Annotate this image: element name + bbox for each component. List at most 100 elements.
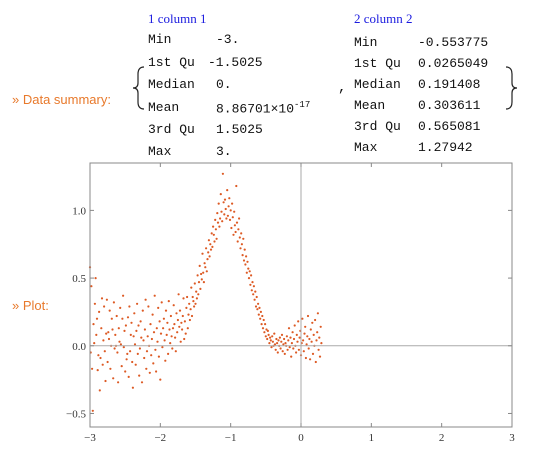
scatter-point: [212, 225, 215, 228]
scatter-point: [233, 210, 236, 213]
scatter-point: [101, 363, 104, 366]
scatter-point: [90, 285, 93, 288]
scatter-point: [280, 333, 284, 336]
scatter-point: [147, 305, 150, 308]
scatter-point: [246, 260, 249, 263]
scatter-point: [185, 306, 188, 309]
scatter-point: [159, 378, 162, 381]
scatter-point: [151, 313, 154, 316]
scatter-point: [116, 351, 119, 354]
scatter-point: [118, 340, 121, 343]
scatter-point: [258, 306, 261, 309]
scatter-point: [129, 350, 132, 353]
power-base: 10: [278, 101, 295, 117]
scatter-point: [228, 218, 232, 221]
scatter-point: [191, 295, 194, 299]
scatter-point: [194, 302, 197, 305]
scatter-point: [231, 216, 234, 219]
scatter-point: [222, 201, 225, 204]
stat-name: Max: [354, 140, 378, 155]
scatter-point: [276, 342, 279, 345]
scatter-point: [135, 329, 138, 332]
scatter-point: [93, 302, 96, 305]
scatter-point: [266, 329, 269, 332]
scatter-point: [287, 339, 290, 342]
scatter-point: [110, 317, 113, 320]
scatter-point: [141, 309, 144, 312]
scatter-point: [206, 258, 209, 261]
scatter-point: [238, 236, 241, 239]
scatter-point: [270, 346, 273, 349]
y-tick-label: 1.0: [72, 205, 86, 217]
scatter-point: [113, 347, 116, 350]
scatter-point: [273, 343, 277, 346]
scatter-point: [238, 217, 241, 220]
scatter-point: [205, 270, 208, 273]
scatter-point: [183, 320, 186, 323]
scatter-point: [171, 327, 175, 330]
scatter-point: [239, 247, 242, 250]
scatter-point: [308, 337, 311, 341]
scatter-point: [318, 336, 321, 339]
scatter-point: [221, 172, 224, 175]
scatter-point: [275, 337, 278, 341]
scatter-point: [290, 342, 293, 345]
scatter-point: [100, 327, 103, 330]
scatter-point: [103, 350, 106, 353]
scatter-point: [254, 305, 258, 308]
scatter-point: [236, 240, 239, 243]
power-exponent: -17: [294, 100, 311, 110]
scatter-point: [216, 221, 220, 224]
scatter-point: [145, 350, 149, 353]
scatter-point: [254, 290, 257, 293]
scatter-point: [100, 297, 104, 300]
scatter-point: [224, 207, 227, 211]
scatter-point: [283, 352, 286, 355]
scatter-point: [117, 381, 120, 384]
scatter-point: [91, 367, 94, 370]
scatter-point: [217, 202, 220, 205]
scatter-point: [257, 302, 260, 305]
scatter-point: [181, 328, 184, 331]
scatter-point: [190, 314, 194, 318]
scatter-point: [265, 328, 268, 331]
scatter-point: [295, 351, 298, 354]
scatter-point: [252, 293, 255, 296]
scatter-point: [94, 277, 97, 280]
scatter-point: [269, 336, 272, 339]
scatter-point: [102, 339, 105, 342]
scatter-point: [148, 371, 151, 374]
scatter-point: [264, 335, 267, 338]
scatter-point: [98, 310, 101, 313]
scatter-point: [134, 363, 137, 366]
scatter-point: [271, 340, 274, 343]
scatter-point: [186, 327, 189, 330]
stat-name: Median: [354, 77, 401, 92]
stat-name: Min: [354, 35, 378, 50]
data-summary-label: » Data summary:: [12, 92, 111, 107]
scatter-point: [186, 295, 189, 299]
scatter-point: [285, 335, 288, 338]
scatter-point: [197, 281, 201, 284]
scatter-point: [159, 332, 163, 335]
scatter-point: [268, 342, 271, 345]
scatter-point: [311, 321, 314, 324]
scatter-point: [306, 314, 310, 318]
scatter-point: [202, 271, 205, 274]
scatter-point: [305, 343, 308, 346]
scatter-point: [138, 374, 141, 377]
stat-name: Min: [148, 32, 172, 47]
scatter-point: [257, 313, 260, 316]
scatter-point: [226, 214, 229, 217]
scatter-point: [228, 197, 231, 200]
scatter-point: [284, 342, 287, 345]
scatter-point: [150, 337, 153, 341]
scatter-point: [316, 312, 319, 315]
scatter-point: [140, 381, 144, 384]
scatter-point: [317, 348, 320, 351]
scatter-point: [168, 328, 171, 331]
stat-value: -1.5025: [208, 55, 263, 70]
scatter-point: [125, 358, 128, 361]
scatter-point: [105, 298, 108, 301]
scatter-point: [156, 340, 159, 343]
